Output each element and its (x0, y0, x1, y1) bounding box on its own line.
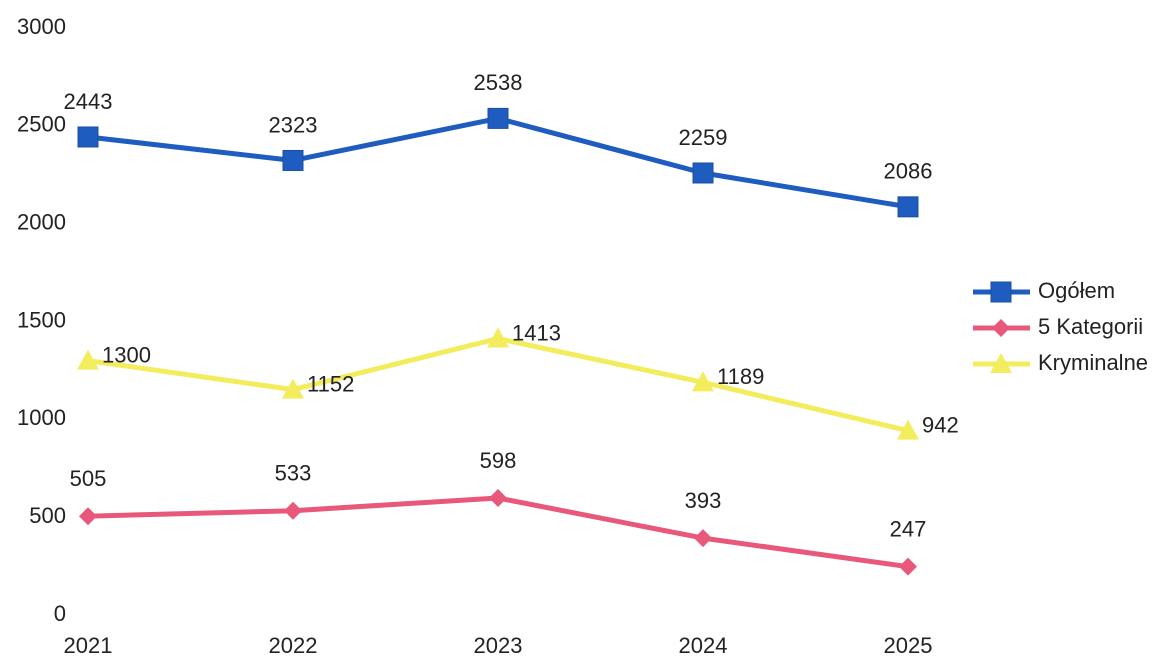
legend-marker (992, 319, 1010, 337)
data-point (77, 349, 99, 370)
data-point (487, 327, 509, 348)
data-point (489, 488, 507, 507)
y-tick-label: 2000 (17, 209, 66, 234)
data-point (897, 419, 919, 440)
legend-marker (990, 281, 1012, 303)
data-label: 1152 (307, 371, 354, 396)
data-label: 1413 (512, 320, 561, 345)
data-label: 533 (275, 461, 312, 486)
data-point (77, 126, 99, 148)
series-line (87, 336, 909, 434)
legend-label: Ogółem (1038, 278, 1115, 303)
data-label: 2323 (269, 112, 318, 137)
legend-label: 5 Kategorii (1038, 314, 1143, 339)
series-line (87, 495, 909, 570)
data-label: 942 (922, 412, 959, 437)
data-point (899, 557, 917, 576)
y-tick-label: 2500 (17, 112, 66, 137)
data-label: 247 (890, 516, 927, 541)
data-label: 598 (480, 448, 517, 473)
data-label: 2086 (884, 159, 933, 184)
series-line (87, 115, 909, 210)
legend-label: Kryminalne (1038, 350, 1148, 375)
data-point (282, 149, 304, 171)
data-label: 1300 (102, 342, 151, 367)
y-tick-label: 3000 (17, 14, 66, 39)
data-label: 1189 (717, 364, 764, 389)
legend-marker (990, 353, 1012, 373)
x-tick-label: 2025 (884, 633, 933, 658)
data-label: 393 (685, 488, 722, 513)
data-point (897, 196, 919, 218)
y-tick-label: 1500 (17, 307, 66, 332)
x-tick-label: 2024 (679, 633, 728, 658)
data-label: 2443 (64, 89, 113, 114)
y-tick-label: 1000 (17, 405, 66, 430)
data-point (79, 507, 97, 526)
x-tick-label: 2023 (474, 633, 523, 658)
data-point (282, 378, 304, 399)
data-point (694, 529, 712, 548)
data-label: 505 (70, 466, 107, 491)
x-tick-label: 2021 (64, 633, 113, 658)
data-point (692, 162, 714, 184)
data-point (284, 501, 302, 520)
data-point (692, 371, 714, 392)
y-tick-label: 0 (54, 601, 66, 626)
y-tick-label: 500 (29, 503, 66, 528)
x-tick-label: 2022 (269, 633, 318, 658)
data-label: 2538 (474, 70, 523, 95)
data-label: 2259 (679, 125, 728, 150)
data-point (487, 107, 509, 129)
